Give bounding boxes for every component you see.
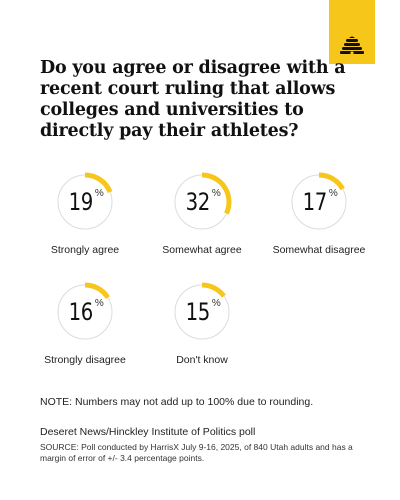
gauge-label: Strongly agree: [50, 244, 120, 256]
gauge-value-arc: [201, 282, 226, 298]
gauge-somewhat-disagree: 17% Somewhat disagree: [264, 172, 374, 282]
gauge-somewhat-agree: 32% Somewhat agree: [147, 172, 257, 282]
gauge-value: 19%: [30, 172, 140, 232]
gauge-label: Somewhat agree: [162, 244, 242, 256]
gauge-ring: [291, 172, 347, 230]
gauge-label: Strongly disagree: [44, 354, 126, 366]
gauge-value-arc: [318, 172, 345, 191]
gauge-ring: [174, 172, 232, 230]
gauge-value-arc: [84, 282, 110, 299]
gauge-value-number: 17: [302, 188, 328, 216]
gauge-ring: [57, 172, 113, 230]
gauge-value-arc: [84, 172, 113, 194]
gauge-value: 32%: [147, 172, 257, 232]
gauge-value: 15%: [147, 282, 257, 342]
gauge-value-number: 32: [185, 188, 211, 216]
gauge-value: 16%: [30, 282, 140, 342]
logo-tab: [329, 0, 375, 64]
gauge-strongly-disagree: 16% Strongly disagree: [30, 282, 140, 392]
gauge-value-number: 19: [68, 188, 94, 216]
gauge-value-arc: [201, 172, 232, 215]
rounding-note: NOTE: Numbers may not add up to 100% due…: [40, 396, 314, 408]
gauge-strongly-agree: 19% Strongly agree: [30, 172, 140, 282]
source-note: SOURCE: Poll conducted by HarrisX July 9…: [40, 442, 353, 463]
gauge-value-number: 16: [68, 298, 94, 326]
percent-symbol: %: [94, 298, 104, 309]
gauge-value-number: 15: [185, 298, 211, 326]
gauge-label: Don't know: [176, 354, 228, 366]
percent-symbol: %: [211, 188, 221, 199]
gauge-ring: [174, 282, 230, 340]
gauge-ring: [57, 282, 113, 340]
gauge-don-t-know: 15% Don't know: [147, 282, 257, 392]
poll-credit: Deseret News/Hinckley Institute of Polit…: [40, 426, 256, 438]
gauge-value: 17%: [264, 172, 374, 232]
percent-symbol: %: [211, 298, 221, 309]
deseret-beehive-icon: [340, 36, 364, 55]
percent-symbol: %: [94, 188, 104, 199]
gauge-label: Somewhat disagree: [272, 244, 366, 256]
chart-title: Do you agree or disagree with a recent c…: [40, 58, 346, 141]
percent-symbol: %: [328, 188, 338, 199]
